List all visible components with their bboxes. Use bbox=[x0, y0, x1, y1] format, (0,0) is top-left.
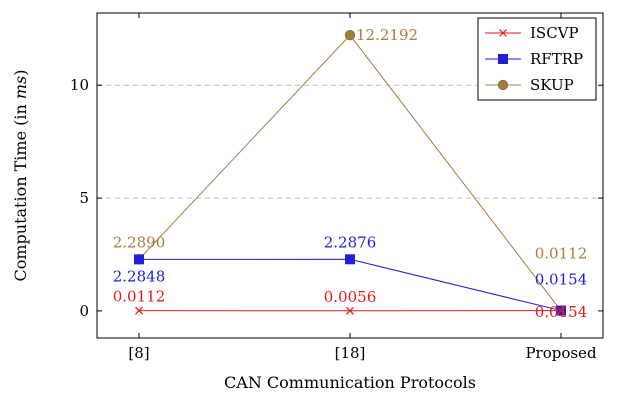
point-iscvp-1-stroke-b bbox=[346, 306, 354, 315]
y-axis-label: Computation Time (in ms) bbox=[11, 69, 30, 281]
data-label-iscvp-1: 0.0056 bbox=[324, 288, 377, 306]
legend-entry-iscvp: ISCVP bbox=[485, 24, 579, 42]
y-axis-label-suffix: ) bbox=[11, 69, 30, 75]
data-label-skup-0: 2.2890 bbox=[113, 233, 166, 251]
legend-entry-rftrp: RFTRP bbox=[485, 50, 583, 68]
series-layer bbox=[133, 30, 567, 316]
point-rftrp-0 bbox=[134, 254, 144, 265]
y-tick-label-5: 5 bbox=[79, 189, 89, 207]
legend-label-skup: SKUP bbox=[530, 76, 574, 94]
x-tick-label-2: Proposed bbox=[525, 344, 597, 362]
axis-layer: 0 5 10 [8] [18] Proposed bbox=[70, 13, 603, 362]
y-tick-label-10: 10 bbox=[70, 76, 89, 94]
data-label-iscvp-0: 0.0112 bbox=[113, 288, 166, 306]
x-tick-label-1: [18] bbox=[335, 344, 366, 362]
x-tick-label-0: [8] bbox=[128, 344, 149, 362]
data-label-skup-1: 12.2192 bbox=[356, 26, 418, 44]
y-axis-label-unit: ms bbox=[11, 76, 30, 99]
legend-marker-iscvp-stroke-b bbox=[499, 29, 507, 37]
legend-entry-skup: SKUP bbox=[485, 76, 574, 94]
data-label-layer: 0.0112 0.0056 0.0154 2.2848 2.2876 0.0154 2.28… bbox=[113, 26, 588, 321]
legend-marker-iscvp bbox=[499, 29, 507, 37]
data-label-rftrp-1: 2.2876 bbox=[324, 233, 377, 251]
point-rftrp-1 bbox=[345, 254, 355, 265]
y-tick-label-0: 0 bbox=[79, 302, 89, 320]
legend: ISCVP RFTRP SKUP bbox=[477, 17, 597, 101]
point-iscvp-2 bbox=[557, 306, 565, 315]
legend-marker-skup bbox=[497, 79, 509, 91]
point-skup-1 bbox=[344, 30, 356, 41]
point-iscvp-0 bbox=[135, 306, 143, 315]
grid-layer bbox=[97, 84, 603, 199]
x-axis-label: CAN Communication Protocols bbox=[224, 373, 476, 392]
data-label-skup-2: 0.0112 bbox=[535, 245, 588, 263]
legend-label-rftrp: RFTRP bbox=[530, 50, 583, 68]
data-label-rftrp-2: 0.0154 bbox=[535, 271, 588, 289]
legend-label-iscvp: ISCVP bbox=[530, 24, 579, 42]
legend-marker-rftrp bbox=[498, 54, 508, 64]
point-iscvp-0-stroke-b bbox=[135, 306, 143, 315]
data-label-rftrp-0: 2.2848 bbox=[113, 267, 166, 285]
y-axis-label-prefix: Computation Time (in bbox=[11, 99, 30, 281]
point-iscvp-2-stroke-b bbox=[557, 306, 565, 315]
data-label-iscvp-2: 0.0154 bbox=[535, 303, 588, 321]
point-iscvp-1 bbox=[346, 306, 354, 315]
